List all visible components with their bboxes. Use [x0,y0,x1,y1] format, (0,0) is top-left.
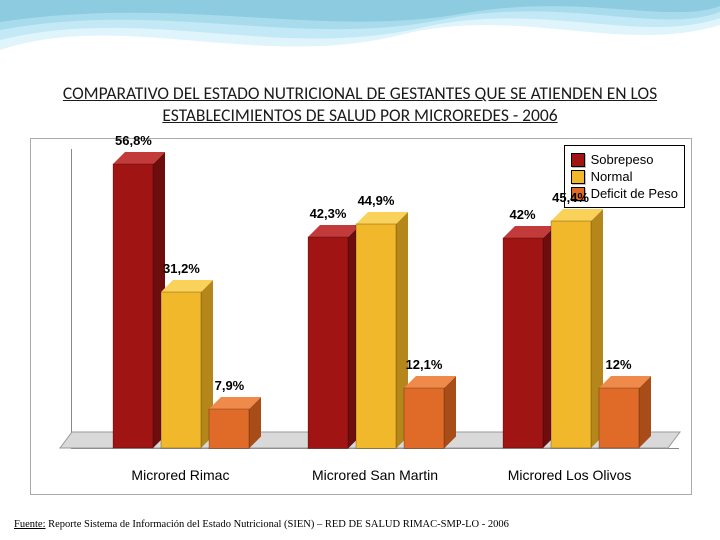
bar-value-label: 45,4% [531,190,611,205]
footer-source: Fuente: Reporte Sistema de Información d… [14,519,509,530]
plot-area: 56,8%31,2%7,9%42,3%44,9%12,1%42%45,4%12% [71,149,679,449]
bar [599,376,639,448]
bar [209,397,249,449]
bar [551,209,591,448]
chart-container: SobrepesoNormalDeficit de Peso 56,8%31,2… [30,138,692,495]
footer-label: Fuente: [14,519,46,530]
bar-value-label: 31,2% [141,261,221,276]
bar [308,225,348,449]
x-axis-label: Microred Rimac [131,467,229,483]
x-axis-label: Microred Los Olivos [508,467,632,483]
x-axis-label: Microred San Martin [312,467,438,483]
footer-text: Reporte Sistema de Información del Estad… [46,519,509,530]
slide-title: COMPARATIVO DEL ESTADO NUTRICIONAL DE GE… [40,83,680,127]
bar-value-label: 56,8% [93,133,173,148]
bar-value-label: 12% [579,357,659,372]
bar-value-label: 7,9% [189,378,269,393]
bar [161,280,201,448]
bar [356,212,396,449]
wave-background [0,0,720,80]
bar [503,226,543,448]
bar-groups: 56,8%31,2%7,9%42,3%44,9%12,1%42%45,4%12% [72,149,679,448]
x-axis-labels: Microred Rimac Microred San Martin Microre… [71,467,679,489]
bar [404,376,444,449]
bar-value-label: 44,9% [336,193,416,208]
bar-value-label: 12,1% [384,357,464,372]
bar [113,152,153,448]
